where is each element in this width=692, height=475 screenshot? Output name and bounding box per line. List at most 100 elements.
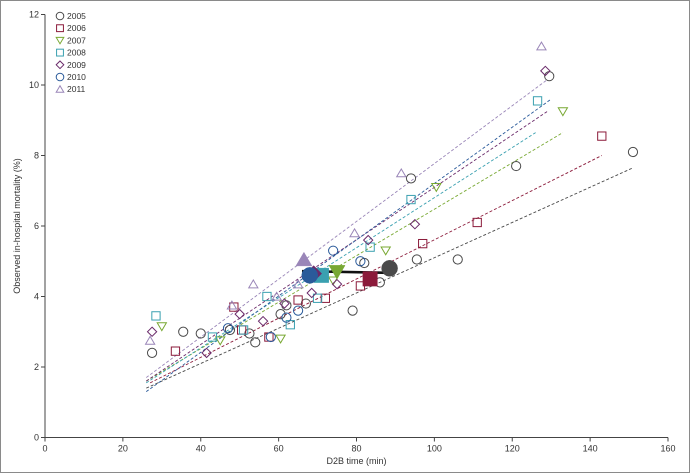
trend-line-2006	[149, 155, 603, 384]
x-tick-label: 20	[118, 444, 128, 454]
point-2009	[201, 347, 212, 359]
mean-marker-2011	[295, 251, 313, 267]
trend-line-2008	[145, 132, 536, 384]
point-2005	[250, 337, 261, 348]
point-2008	[532, 96, 543, 106]
point-2007	[214, 336, 226, 346]
x-tick-label: 160	[660, 444, 675, 454]
trend-line-2007	[146, 132, 564, 382]
y-tick-label: 10	[29, 80, 39, 90]
mean-marker-2010	[301, 267, 319, 284]
point-2011	[535, 41, 547, 51]
point-2009	[234, 308, 245, 320]
point-2005	[411, 254, 422, 265]
point-2009	[331, 278, 343, 290]
point-2010	[281, 312, 292, 323]
x-tick-label: 120	[505, 444, 520, 454]
x-tick-label: 40	[196, 444, 206, 454]
axes: 0 20 40 60 80 100 120 140 160 0 2 4 6 8 10 12 D2B time (…	[12, 10, 676, 467]
point-2009	[257, 315, 269, 327]
point-2010	[265, 331, 276, 343]
legend-marker-2011	[55, 84, 65, 93]
legend-label-2006: 2006	[67, 23, 86, 33]
point-2009	[306, 287, 318, 299]
mean-marker-2007	[328, 265, 346, 280]
legend-marker-2009	[55, 60, 65, 70]
point-2005	[178, 326, 189, 337]
point-2005	[275, 309, 286, 320]
x-axis-title: D2B time (min)	[326, 456, 386, 466]
point-2009	[146, 326, 158, 338]
point-2011	[271, 291, 283, 301]
legend-marker-2006	[56, 24, 64, 33]
trend-line-2011	[145, 79, 548, 378]
point-2009	[362, 234, 374, 246]
point-2010	[222, 323, 234, 334]
legend-marker-2010	[55, 72, 65, 82]
point-2007	[557, 107, 569, 117]
legend-marker-2005	[55, 11, 65, 21]
legend-label-2009: 2009	[67, 60, 86, 70]
point-2006	[170, 346, 181, 356]
point-2005	[452, 254, 463, 265]
point-2005	[405, 173, 417, 184]
y-tick-label: 0	[34, 433, 39, 443]
point-2008	[207, 332, 218, 342]
point-2006	[597, 131, 607, 141]
y-tick-label: 8	[34, 151, 39, 161]
y-axis-title: Observed in-hospital mortality (%)	[12, 158, 22, 294]
point-2006	[320, 293, 330, 303]
data-points	[144, 41, 639, 359]
point-2005	[146, 347, 158, 358]
point-2010	[355, 256, 366, 267]
y-tick-label: 12	[29, 10, 39, 20]
point-2011	[144, 335, 156, 345]
x-tick-label: 100	[427, 444, 442, 454]
trend-line-2010	[145, 98, 552, 393]
point-2008	[151, 311, 161, 321]
point-2007	[275, 334, 287, 344]
point-2005	[347, 305, 358, 316]
legend-label-2011: 2011	[67, 84, 86, 94]
point-2006	[472, 217, 482, 228]
point-2009	[409, 218, 421, 230]
point-2007	[430, 183, 442, 193]
legend-label-2007: 2007	[67, 35, 86, 45]
point-2006	[229, 302, 239, 312]
legend: 2005 2006 2007 2008 2009 2010 2011	[55, 11, 86, 94]
trend-line-2005	[146, 167, 634, 389]
y-tick-label: 6	[34, 221, 39, 231]
point-2006	[293, 295, 303, 305]
mean-marker-2006	[362, 271, 378, 287]
point-2005	[544, 71, 555, 82]
x-tick-label: 0	[42, 444, 47, 454]
legend-label-2010: 2010	[67, 72, 86, 82]
point-2011	[292, 279, 304, 289]
point-2005	[627, 146, 639, 158]
point-2005	[300, 298, 311, 309]
point-2006	[418, 238, 428, 249]
point-2005	[224, 324, 236, 336]
point-2011	[395, 167, 407, 178]
point-2008	[238, 325, 249, 335]
point-2005	[195, 328, 206, 339]
point-2008	[262, 291, 272, 302]
y-tick-label: 2	[34, 362, 39, 372]
point-2008	[312, 293, 323, 303]
x-tick-label: 140	[583, 444, 598, 454]
point-2005	[511, 160, 522, 172]
point-2008	[406, 194, 416, 205]
y-tick-label: 4	[34, 292, 39, 302]
x-tick-label: 60	[274, 444, 284, 454]
point-2010	[292, 305, 304, 316]
mean-markers	[295, 251, 398, 287]
point-2011	[226, 300, 238, 310]
x-tick-label: 80	[351, 444, 361, 454]
point-2009	[540, 65, 551, 77]
trend-lines	[145, 79, 634, 393]
point-2009	[279, 298, 290, 309]
legend-marker-2008	[56, 48, 64, 57]
point-2007	[380, 246, 392, 256]
